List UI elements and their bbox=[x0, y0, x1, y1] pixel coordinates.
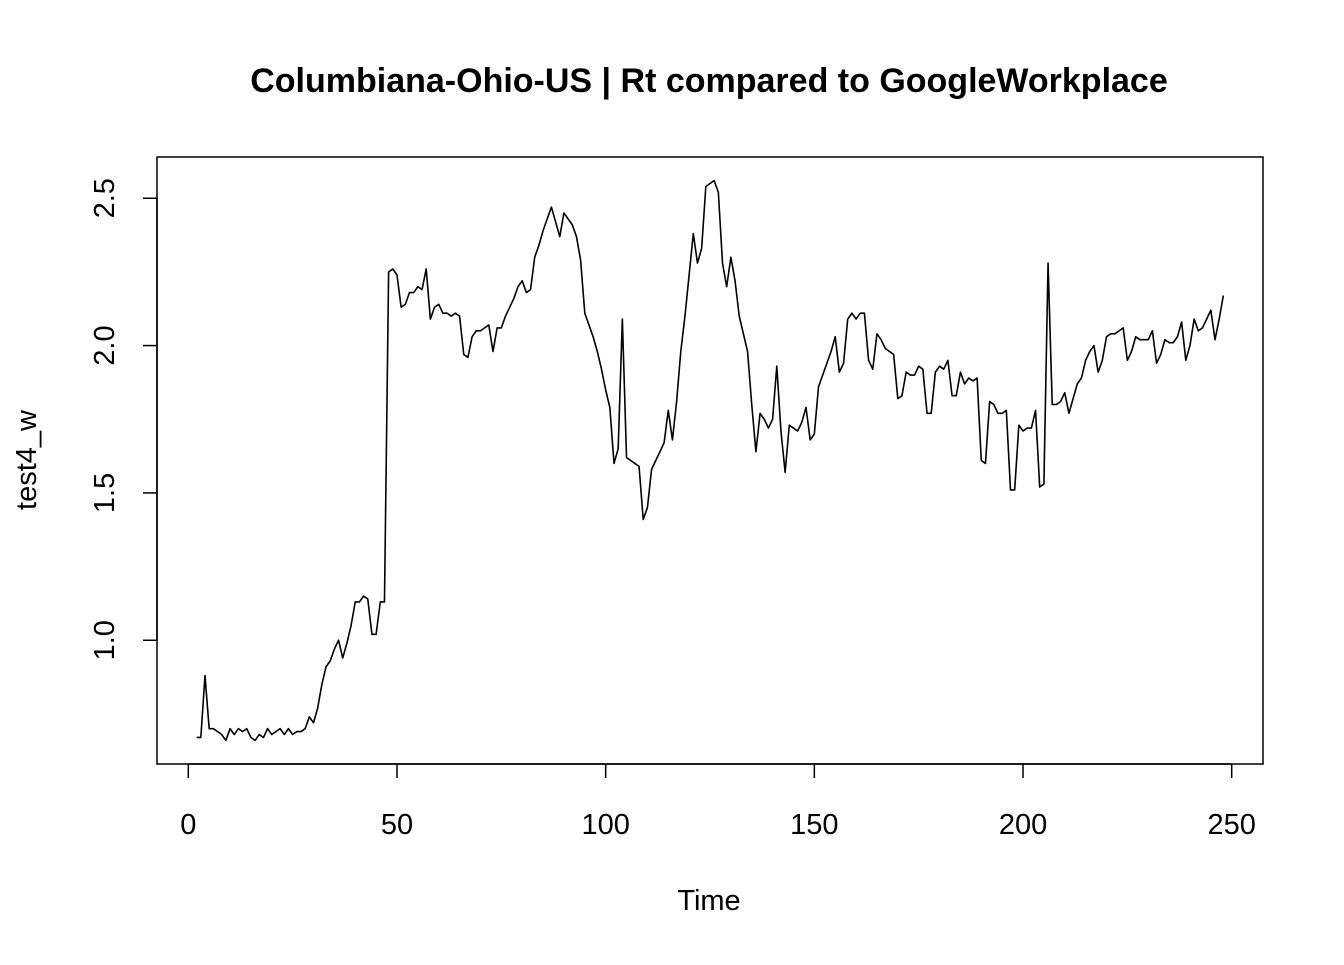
x-tick-label: 0 bbox=[180, 809, 196, 841]
plot-frame bbox=[156, 156, 1264, 765]
x-tick-label: 50 bbox=[381, 809, 413, 841]
x-tick-label: 200 bbox=[999, 809, 1047, 841]
x-tick-label: 100 bbox=[581, 809, 629, 841]
chart-title: Columbiana-Ohio-US | Rt compared to Goog… bbox=[250, 62, 1168, 100]
y-tick-label: 2.5 bbox=[89, 178, 121, 218]
x-tick-label: 150 bbox=[790, 809, 838, 841]
y-tick-label: 1.0 bbox=[89, 620, 121, 660]
x-tick-label: 250 bbox=[1208, 809, 1256, 841]
series-points bbox=[196, 180, 1225, 742]
x-axis: 0 50 100 150 200 250 bbox=[180, 763, 1256, 841]
y-tick-label: 2.0 bbox=[89, 325, 121, 365]
y-axis-label: test4_w bbox=[11, 409, 43, 510]
y-axis: 1.0 1.5 2.0 2.5 bbox=[89, 178, 158, 660]
x-axis-label: Time bbox=[677, 885, 740, 917]
series-line bbox=[196, 179, 1225, 742]
y-tick-label: 1.5 bbox=[89, 473, 121, 513]
